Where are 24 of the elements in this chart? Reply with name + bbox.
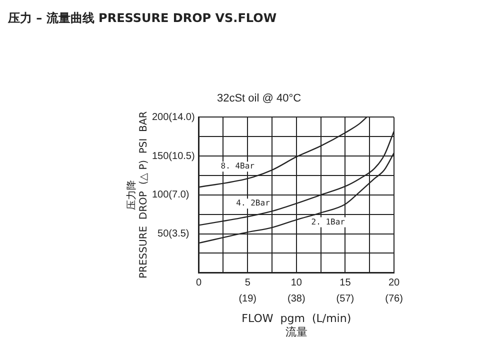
x-tick-label: 10 <box>290 277 302 288</box>
y2-tick-label: (3.5) <box>168 228 190 240</box>
y-tick-label: 200 <box>152 112 170 123</box>
y2-tick-label: (10.5) <box>168 150 195 162</box>
series-label: 2. 1Bar <box>311 217 346 226</box>
x2-tick-label: (76) <box>385 293 403 304</box>
x-tick-label: 20 <box>388 277 400 288</box>
x-tick-label: 0 <box>196 277 202 288</box>
series-label: 4. 2Bar <box>236 198 270 208</box>
y-tick-label: 50 <box>158 228 170 240</box>
y2-tick-label: (14.0) <box>168 112 195 123</box>
x-tick-label: 5 <box>244 277 251 288</box>
y2-tick-label: (7.0) <box>168 190 190 201</box>
x2-tick-label: (19) <box>238 293 257 304</box>
x2-tick-label: (38) <box>288 293 306 304</box>
y-axis-title: 压力降 PRESSURE DROP (△ P) PSI BAR <box>126 111 150 279</box>
y-tick-label: 150 <box>152 150 170 162</box>
chart-title: 压力 – 流量曲线 PRESSURE DROP VS.FLOW <box>8 10 277 27</box>
y-tick-label: 100 <box>152 190 170 201</box>
x-tick-label: 15 <box>340 277 352 288</box>
x2-tick-label: (57) <box>336 293 354 304</box>
series-label: 8. 4Bar <box>220 162 255 171</box>
x-axis-title: FLOW pgm (L/min) 流量 <box>242 312 352 338</box>
chart-subtitle: 32cSt oil @ 40°C <box>216 92 302 105</box>
